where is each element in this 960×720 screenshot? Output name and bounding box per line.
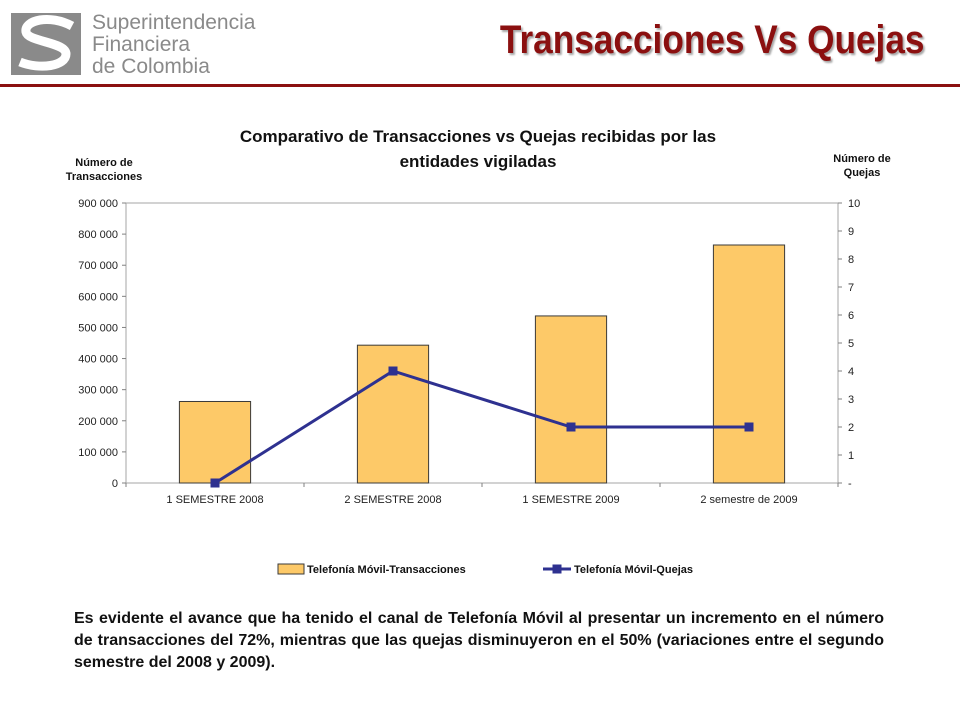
legend-label: Telefonía Móvil-Quejas (574, 564, 693, 576)
left-tick-label: 0 (112, 478, 118, 490)
left-tick-label: 900 000 (78, 198, 118, 210)
legend-bar-swatch (277, 563, 305, 575)
right-axis-title: Quejas (844, 167, 881, 179)
logo-line: Financiera (92, 33, 191, 56)
right-axis-title: Número de (833, 153, 890, 165)
right-tick-label: 7 (848, 282, 854, 294)
legend-line-marker (552, 564, 562, 574)
description-text: Es evidente el avance que ha tenido el c… (74, 610, 884, 671)
chart-container: Comparativo de Transacciones vs Quejas r… (0, 100, 960, 590)
logo: Superintendencia Financiera de Colombia (10, 12, 255, 80)
logo-mark-icon (11, 13, 81, 75)
left-axis-title: Número de (75, 157, 132, 169)
line-marker (566, 422, 576, 432)
left-tick-label: 500 000 (78, 322, 118, 334)
left-tick-label: 600 000 (78, 291, 118, 303)
logo-text: Superintendencia Financiera de Colombia (92, 12, 255, 78)
right-tick-label: 9 (848, 226, 854, 238)
bar (178, 400, 252, 484)
left-tick-label: 300 000 (78, 385, 118, 397)
right-tick-label: 6 (848, 310, 854, 322)
x-tick-label: 1 SEMESTRE 2009 (522, 494, 619, 506)
right-tick-label: 1 (848, 450, 854, 462)
left-tick-label: 800 000 (78, 229, 118, 241)
right-tick-label: 10 (848, 198, 860, 210)
left-tick-label: 400 000 (78, 354, 118, 366)
x-tick-label: 2 SEMESTRE 2008 (344, 494, 441, 506)
left-tick-label: 200 000 (78, 416, 118, 428)
right-tick-label: 3 (848, 394, 854, 406)
x-tick-label: 2 semestre de 2009 (700, 494, 797, 506)
line-marker (210, 478, 220, 488)
logo-line: Superintendencia (92, 11, 256, 34)
bar (712, 244, 786, 484)
right-tick-label: - (848, 478, 852, 490)
line-marker (744, 422, 754, 432)
bar (356, 344, 430, 484)
combo-chart: Comparativo de Transacciones vs Quejas r… (66, 127, 891, 576)
bar (534, 315, 608, 484)
right-tick-label: 5 (848, 338, 854, 350)
x-tick-label: 1 SEMESTRE 2008 (166, 494, 263, 506)
logo-line: de Colombia (92, 55, 210, 78)
legend-label: Telefonía Móvil-Transacciones (307, 564, 466, 576)
chart-title: Comparativo de Transacciones vs Quejas r… (240, 127, 716, 146)
right-tick-label: 2 (848, 422, 854, 434)
line-marker (388, 366, 398, 376)
left-tick-label: 100 000 (78, 447, 118, 459)
right-tick-label: 4 (848, 366, 854, 378)
right-tick-label: 8 (848, 254, 854, 266)
chart-title: entidades vigiladas (400, 152, 557, 171)
line-series (214, 369, 749, 485)
left-tick-label: 700 000 (78, 260, 118, 272)
title-divider (0, 84, 960, 87)
left-axis-title: Transacciones (66, 171, 142, 183)
slide-title: Transacciones Vs Quejas (499, 18, 924, 62)
